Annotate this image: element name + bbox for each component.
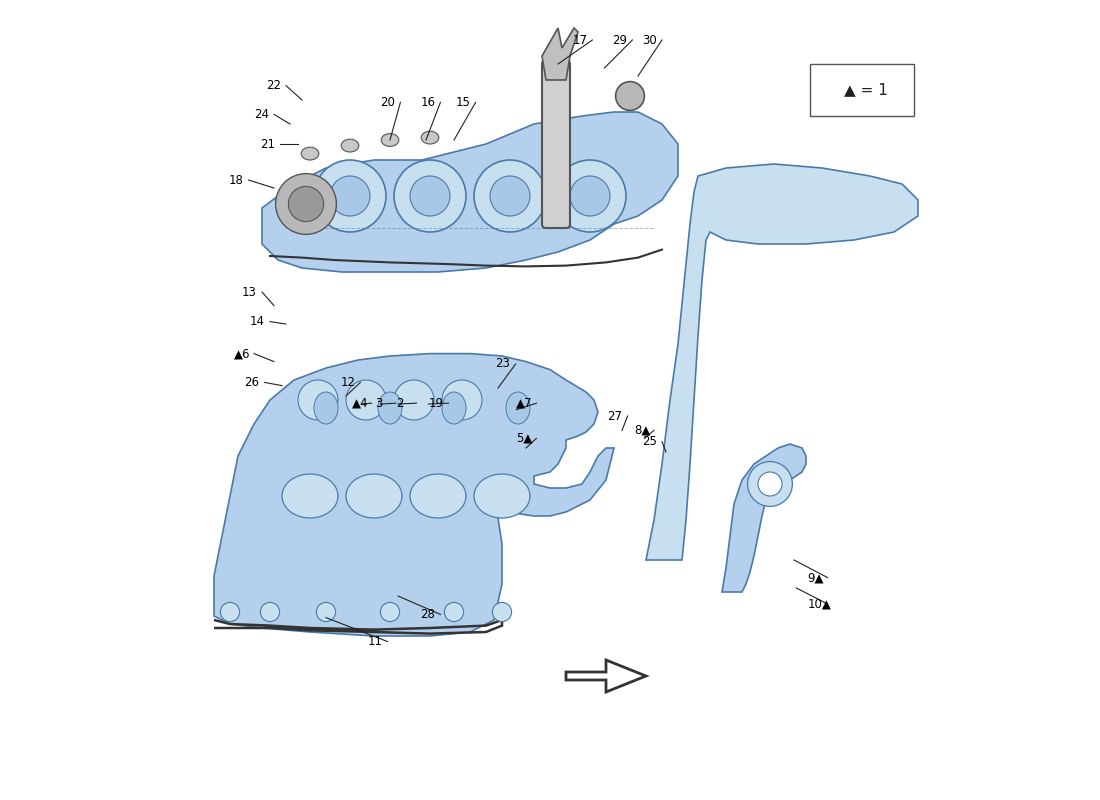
Text: ▲ = 1: ▲ = 1 (844, 82, 888, 97)
Text: 26: 26 (244, 376, 260, 389)
Ellipse shape (382, 134, 399, 146)
Polygon shape (262, 112, 678, 272)
Text: ▲7: ▲7 (516, 397, 532, 410)
Ellipse shape (301, 147, 319, 160)
Circle shape (444, 602, 463, 622)
Text: 28: 28 (420, 608, 436, 621)
Circle shape (748, 462, 792, 506)
Circle shape (493, 602, 512, 622)
Text: 21: 21 (261, 138, 275, 150)
FancyBboxPatch shape (810, 64, 914, 116)
Ellipse shape (378, 392, 402, 424)
Ellipse shape (282, 474, 338, 518)
Text: 13: 13 (242, 286, 257, 298)
Ellipse shape (346, 474, 402, 518)
Polygon shape (214, 354, 614, 636)
Text: 17: 17 (572, 34, 587, 46)
Text: 18: 18 (229, 174, 243, 186)
Circle shape (346, 380, 386, 420)
Circle shape (554, 160, 626, 232)
Circle shape (570, 176, 611, 216)
Text: 3: 3 (375, 397, 383, 410)
Text: 10▲: 10▲ (807, 598, 832, 610)
Text: 9▲: 9▲ (807, 571, 824, 584)
Text: 19: 19 (428, 397, 443, 410)
Circle shape (394, 160, 466, 232)
Ellipse shape (421, 131, 439, 144)
Circle shape (317, 602, 336, 622)
Text: 25: 25 (642, 435, 657, 448)
Circle shape (474, 160, 546, 232)
Ellipse shape (442, 392, 466, 424)
Ellipse shape (506, 392, 530, 424)
Text: 16: 16 (420, 96, 436, 109)
Text: 27: 27 (607, 410, 623, 422)
FancyBboxPatch shape (542, 60, 570, 228)
Polygon shape (722, 444, 806, 592)
Ellipse shape (314, 392, 338, 424)
Circle shape (330, 176, 370, 216)
Circle shape (288, 186, 323, 222)
Text: 14: 14 (250, 315, 265, 328)
Polygon shape (542, 28, 578, 80)
Ellipse shape (341, 139, 359, 152)
Ellipse shape (410, 474, 466, 518)
Text: 30: 30 (642, 34, 657, 46)
Circle shape (442, 380, 482, 420)
Text: ▲6: ▲6 (234, 347, 251, 360)
Text: 20: 20 (381, 96, 395, 109)
Circle shape (490, 176, 530, 216)
Circle shape (276, 174, 337, 234)
Text: 11: 11 (367, 635, 383, 648)
Polygon shape (646, 164, 918, 560)
Circle shape (381, 602, 399, 622)
Text: 12: 12 (340, 376, 355, 389)
Text: 22: 22 (266, 79, 280, 92)
Text: 29: 29 (613, 34, 627, 46)
Text: 8▲: 8▲ (634, 424, 650, 437)
Polygon shape (566, 660, 646, 692)
Circle shape (220, 602, 240, 622)
Text: 5▲: 5▲ (516, 432, 532, 445)
Text: 23: 23 (496, 358, 510, 370)
Circle shape (261, 602, 279, 622)
Circle shape (298, 380, 338, 420)
Text: 24: 24 (254, 108, 270, 121)
Circle shape (758, 472, 782, 496)
Text: 2: 2 (396, 397, 404, 410)
Circle shape (616, 82, 645, 110)
Circle shape (410, 176, 450, 216)
Circle shape (394, 380, 435, 420)
Text: ▲4: ▲4 (352, 397, 368, 410)
Circle shape (314, 160, 386, 232)
Ellipse shape (474, 474, 530, 518)
Text: 15: 15 (455, 96, 471, 109)
